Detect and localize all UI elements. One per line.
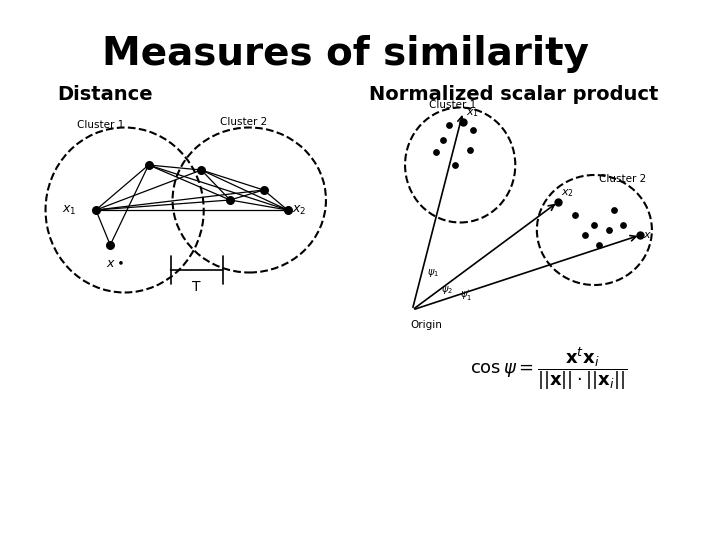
Point (258, 186, 269, 194)
Point (196, 166, 207, 174)
Text: Normalized scalar product: Normalized scalar product (369, 85, 659, 104)
Text: $\psi_1'$: $\psi_1'$ (460, 288, 472, 303)
Point (617, 221, 629, 230)
Text: Distance: Distance (58, 85, 153, 104)
Text: Origin: Origin (410, 320, 442, 330)
Text: $\cos\psi = \dfrac{\mathbf{x}^t\mathbf{x}_i}{||\mathbf{x}|| \cdot ||\mathbf{x}_i: $\cos\psi = \dfrac{\mathbf{x}^t\mathbf{x… (469, 345, 628, 392)
Point (593, 241, 605, 249)
Point (634, 231, 646, 239)
Point (449, 161, 461, 170)
Point (570, 211, 581, 219)
Text: $x\bullet$: $x\bullet$ (107, 257, 125, 270)
Point (552, 198, 564, 206)
Text: $x$: $x$ (643, 230, 652, 240)
Point (90, 206, 102, 214)
Point (443, 120, 454, 129)
Point (579, 231, 590, 239)
Point (143, 161, 154, 170)
Text: $x_1$: $x_1$ (466, 107, 479, 119)
Text: T: T (192, 280, 201, 294)
Text: $\psi_2$: $\psi_2$ (441, 284, 453, 296)
Point (464, 146, 475, 154)
Point (104, 241, 116, 249)
Point (589, 221, 600, 230)
Point (282, 206, 293, 214)
Point (457, 118, 469, 126)
Point (467, 126, 478, 134)
Text: Cluster 2: Cluster 2 (220, 117, 268, 127)
Point (431, 147, 442, 156)
Text: Cluster 1: Cluster 1 (430, 100, 477, 110)
Text: $\psi_1$: $\psi_1$ (427, 267, 438, 279)
Point (225, 195, 236, 204)
Point (603, 226, 615, 234)
Text: $x_2$: $x_2$ (561, 187, 574, 199)
Text: $x_2$: $x_2$ (292, 204, 307, 217)
Text: $x_1$: $x_1$ (62, 204, 77, 217)
Point (437, 136, 449, 144)
Text: Measures of similarity: Measures of similarity (102, 35, 589, 73)
Point (608, 206, 619, 214)
Text: Cluster 1: Cluster 1 (77, 120, 124, 130)
Text: Cluster 2: Cluster 2 (599, 174, 647, 184)
